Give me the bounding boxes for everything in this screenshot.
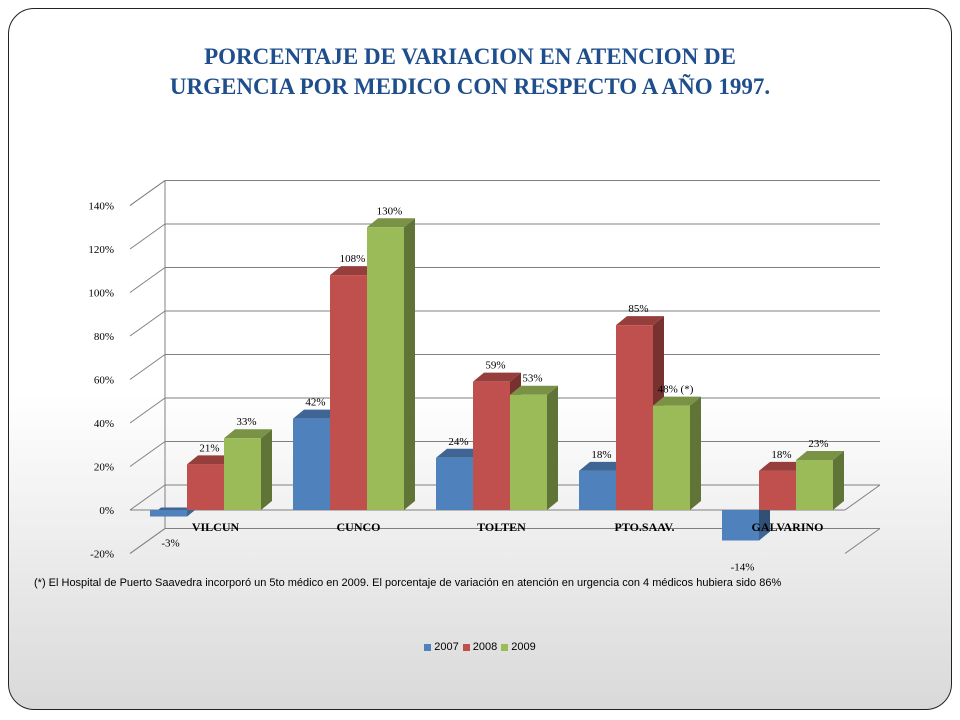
bar-top-2007-PTO.SAAV. [579,461,627,471]
bar-2007-PTO.SAAV. [579,470,616,510]
legend-label-2007: 2007 [434,641,459,653]
bar-side-2007-GALVARINO [759,501,770,541]
gridline-side [129,397,166,424]
chart-title: PORCENTAJE DE VARIACION EN ATENCION DE U… [60,42,880,102]
data-label-2007-TOLTEN: 24% [448,436,468,448]
y-tick-label: 120% [88,244,114,256]
legend-item-2008: 2008 [462,641,498,653]
y-tick-label: 20% [94,462,114,474]
bar-2008-TOLTEN [473,381,510,510]
legend-swatch-2008 [462,643,470,651]
y-tick-label: -20% [90,549,114,561]
legend-label-2008: 2008 [472,641,498,653]
y-tick-label: 0% [99,505,114,517]
data-label-2008-VILCUN: 21% [199,442,219,454]
legend-swatch-2007 [424,643,432,651]
category-label: CUNCO [337,520,381,534]
floor-right-edge [844,528,881,554]
bar-2009-TOLTEN [510,394,547,510]
data-label-2008-TOLTEN: 59% [485,360,505,372]
gridline-side [129,180,166,206]
chart-title-line-1: PORCENTAJE DE VARIACION EN ATENCION DE [204,44,736,69]
bar-2007-TOLTEN [436,457,473,510]
bar-side-2009-PTO.SAAV. [690,396,701,510]
data-label-2009-GALVARINO: 23% [808,438,828,450]
bar-top-2008-GALVARINO [759,461,807,471]
data-label-2009-CUNCO: 130% [377,205,403,217]
bar-side-2009-TOLTEN [547,385,558,510]
y-tick-label: 80% [94,331,114,343]
legend-swatch-2009 [501,643,509,651]
bar-2009-CUNCO [367,227,404,510]
bar-side-2009-GALVARINO [833,450,844,510]
bar-top-2009-CUNCO [367,218,415,228]
gridline-side [129,354,166,380]
data-label-2007-CUNCO: 42% [305,397,325,409]
bar-top-2009-TOLTEN [510,385,558,395]
bar-2007-CUNCO [293,418,330,510]
legend-item-2009: 2009 [501,641,536,653]
gridline-side [129,484,166,511]
gridline-side [129,267,166,293]
legend-item-2007: 2007 [424,641,459,653]
bar-2008-VILCUN [187,464,224,510]
bar-top-2009-PTO.SAAV. [653,396,701,406]
data-label-2009-TOLTEN: 53% [522,373,542,385]
bar-top-2009-VILCUN [224,429,272,439]
y-tick-label: 140% [88,201,114,213]
data-label-2007-PTO.SAAV.: 18% [591,449,611,461]
category-label: TOLTEN [477,520,526,534]
bar-top-2007-TOLTEN [436,448,484,458]
bar-top-2008-PTO.SAAV. [616,316,664,326]
gridline-side [129,441,166,467]
y-tick-label: 60% [94,375,114,387]
bar-top-2008-TOLTEN [473,372,521,382]
bar-2008-PTO.SAAV. [616,325,653,510]
data-label-2008-GALVARINO: 18% [771,449,791,461]
bar-2007-GALVARINO [722,510,759,541]
category-label: GALVARINO [751,520,823,534]
gridline-side [129,310,166,337]
footnote: (*) El Hospital de Puerto Saavedra incor… [34,577,782,589]
bar-top-2007-CUNCO [293,409,341,419]
bar-top-2008-VILCUN [187,455,235,465]
zero-baseline-side [844,484,881,511]
data-label-2008-CUNCO: 108% [340,253,366,265]
bar-2009-GALVARINO [796,459,833,510]
gridline-side [129,223,166,250]
y-tick-label: 100% [88,288,114,300]
data-label-2007-GALVARINO: -14% [731,561,755,573]
bar-2008-CUNCO [330,275,367,510]
bar-top-2008-CUNCO [330,266,378,276]
data-label-2008-PTO.SAAV.: 85% [628,303,648,315]
legend-label-2009: 2009 [511,641,536,653]
y-tick-label: 40% [94,418,114,430]
bar-top-2009-GALVARINO [796,450,844,460]
data-label-2007-VILCUN: -3% [161,538,179,550]
chart-title-line-2: URGENCIA POR MEDICO CON RESPECTO A AÑO 1… [169,74,771,99]
data-label-2009-PTO.SAAV.: 48% (*) [658,384,694,396]
bar-2009-VILCUN [224,438,261,510]
category-label: PTO.SAAV. [614,520,674,534]
bar-2007-VILCUN [150,510,187,517]
chart-legend: 2007 2008 2009 [0,641,960,653]
bar-2009-PTO.SAAV. [653,405,690,510]
gridline-side [129,528,166,554]
category-label: VILCUN [192,520,240,534]
bar-side-2009-VILCUN [261,429,272,510]
bar-2008-GALVARINO [759,470,796,510]
data-label-2009-VILCUN: 33% [236,416,256,428]
bar-side-2009-CUNCO [404,218,415,510]
